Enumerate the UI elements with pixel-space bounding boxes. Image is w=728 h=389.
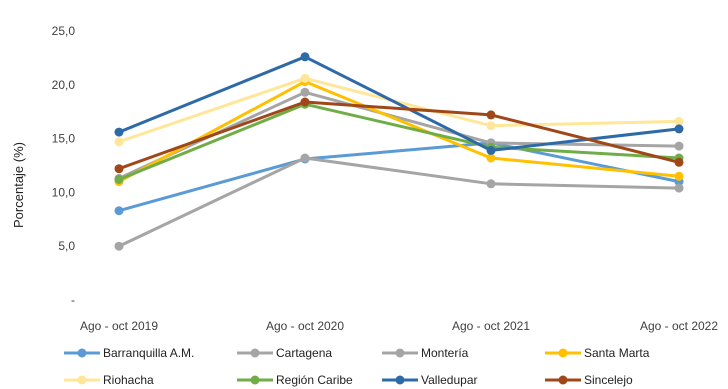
legend-swatch-marker (250, 348, 260, 358)
data-point (486, 121, 496, 131)
data-point (300, 73, 310, 83)
series-0 (114, 138, 684, 216)
data-point (674, 141, 684, 151)
legend-label: Valledupar (421, 373, 477, 387)
data-point (674, 157, 684, 167)
x-tick-label: Ago - oct 2020 (266, 319, 344, 333)
y-axis-ticks: - 5,0 10,0 15,0 20,0 25,0 (52, 24, 76, 307)
data-point (674, 171, 684, 181)
series-line (117, 100, 681, 171)
data-point (486, 153, 496, 163)
legend-label: Cartagena (276, 346, 332, 360)
series-7 (114, 97, 684, 174)
legend-label: Riohacha (103, 373, 154, 387)
series-lines (114, 52, 684, 251)
y-axis-title: Porcentaje (%) (11, 142, 26, 228)
legend-item: Riohacha (64, 373, 154, 387)
x-tick-label: Ago - oct 2019 (80, 319, 158, 333)
legend-swatch-marker (77, 348, 87, 358)
x-axis-ticks: Ago - oct 2019 Ago - oct 2020 Ago - oct 20… (80, 319, 718, 333)
legend-label: Región Caribe (276, 373, 353, 387)
series-line (117, 76, 681, 144)
legend-item: Montería (382, 346, 469, 360)
legend-label: Montería (421, 346, 469, 360)
data-point (114, 175, 124, 184)
legend-swatch-marker (558, 375, 568, 385)
legend-item: Valledupar (382, 373, 477, 387)
data-point (674, 183, 684, 193)
data-point (300, 153, 310, 163)
series-line (117, 80, 681, 184)
legend-swatch-marker (395, 375, 405, 385)
data-point (486, 179, 496, 189)
legend-swatch-marker (395, 348, 405, 358)
legend-label: Santa Marta (584, 346, 650, 360)
series-4 (114, 73, 684, 147)
data-point (114, 127, 124, 137)
legend-label: Sincelejo (584, 373, 633, 387)
x-tick-label: Ago - oct 2022 (640, 319, 718, 333)
data-point (300, 52, 310, 62)
legend-swatch-marker (77, 375, 87, 385)
data-point (486, 145, 496, 155)
data-point (486, 110, 496, 120)
series-1 (114, 153, 684, 251)
y-tick-label: 15,0 (52, 132, 76, 146)
y-tick-label: 25,0 (52, 24, 76, 38)
data-point (674, 116, 684, 126)
legend-item: Cartagena (237, 346, 332, 360)
data-point (114, 241, 124, 251)
legend-swatch-marker (250, 375, 260, 385)
series-line (117, 102, 681, 181)
y-tick-label: 20,0 (52, 78, 76, 92)
y-tick-label: 10,0 (52, 185, 76, 199)
series-line (117, 141, 681, 213)
legend-swatch-marker (558, 348, 568, 358)
legend: Barranquilla A.M. Cartagena Montería Santa … (64, 346, 650, 387)
data-point (674, 124, 684, 134)
x-tick-label: Ago - oct 2021 (452, 319, 530, 333)
legend-label: Barranquilla A.M. (103, 346, 194, 360)
legend-item: Barranquilla A.M. (64, 346, 194, 360)
data-point (114, 137, 124, 147)
y-tick-label: - (71, 293, 75, 307)
series-line (117, 156, 681, 248)
data-point (114, 206, 124, 216)
legend-item: Santa Marta (545, 346, 650, 360)
data-point (114, 164, 124, 174)
y-tick-label: 5,0 (58, 239, 75, 253)
legend-item: Sincelejo (545, 373, 633, 387)
data-point (300, 87, 310, 97)
legend-item: Región Caribe (237, 373, 353, 387)
data-point (300, 97, 310, 107)
